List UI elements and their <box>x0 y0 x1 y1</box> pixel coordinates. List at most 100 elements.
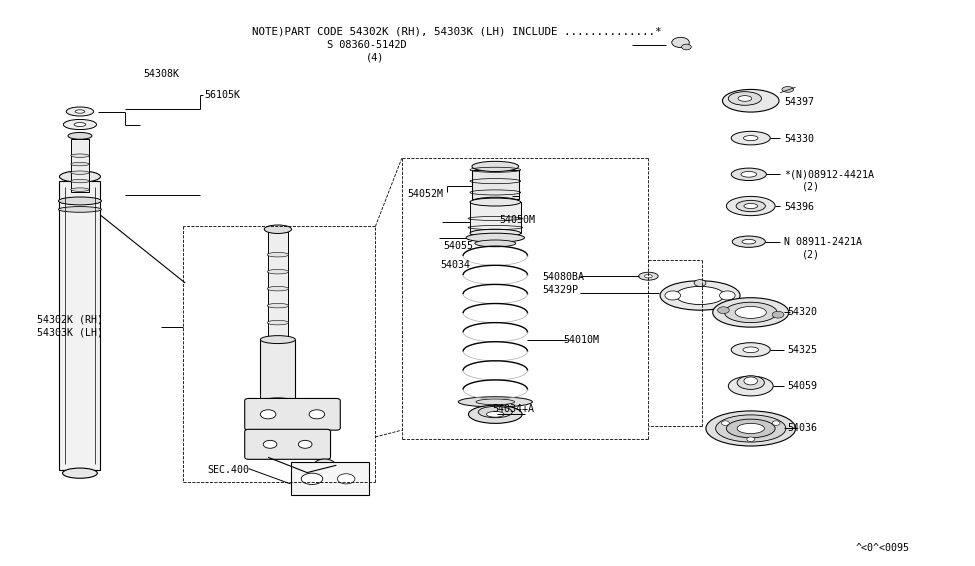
Text: 54055: 54055 <box>444 241 474 251</box>
Text: SEC.400: SEC.400 <box>208 465 250 475</box>
Ellipse shape <box>728 92 761 105</box>
Ellipse shape <box>644 275 652 278</box>
Ellipse shape <box>682 44 691 50</box>
Ellipse shape <box>487 411 504 417</box>
FancyBboxPatch shape <box>245 429 331 460</box>
Text: 54396: 54396 <box>784 201 814 212</box>
Ellipse shape <box>74 123 86 126</box>
Ellipse shape <box>737 376 764 389</box>
Ellipse shape <box>301 473 323 484</box>
Circle shape <box>263 440 277 448</box>
Text: (4): (4) <box>366 53 384 63</box>
Circle shape <box>772 421 780 426</box>
Circle shape <box>665 291 681 300</box>
Bar <box>260 340 295 402</box>
Ellipse shape <box>724 302 777 323</box>
Text: 54059: 54059 <box>788 381 818 391</box>
Ellipse shape <box>71 179 89 183</box>
Ellipse shape <box>726 419 775 438</box>
Ellipse shape <box>337 474 355 484</box>
Ellipse shape <box>267 286 289 291</box>
Ellipse shape <box>713 298 789 327</box>
FancyBboxPatch shape <box>245 398 340 430</box>
Bar <box>59 181 100 470</box>
Text: (2): (2) <box>801 249 819 259</box>
Ellipse shape <box>470 198 521 206</box>
Ellipse shape <box>466 233 525 242</box>
Ellipse shape <box>660 281 740 310</box>
Ellipse shape <box>260 398 295 406</box>
Ellipse shape <box>676 286 724 305</box>
Text: 54303K (LH): 54303K (LH) <box>37 328 103 338</box>
Text: 54080BA: 54080BA <box>542 272 584 282</box>
Circle shape <box>260 410 276 419</box>
Ellipse shape <box>743 135 759 141</box>
Ellipse shape <box>267 269 289 274</box>
Ellipse shape <box>672 37 689 48</box>
Ellipse shape <box>59 171 100 182</box>
Text: 54036: 54036 <box>788 423 818 434</box>
Text: 54034: 54034 <box>441 260 471 270</box>
Ellipse shape <box>736 200 765 212</box>
Text: 54308K: 54308K <box>143 68 179 79</box>
Ellipse shape <box>62 468 98 478</box>
Bar <box>291 462 369 495</box>
Ellipse shape <box>66 107 94 116</box>
Ellipse shape <box>731 342 770 357</box>
Ellipse shape <box>63 119 97 130</box>
Text: 54397: 54397 <box>784 97 814 107</box>
Circle shape <box>772 311 784 318</box>
Ellipse shape <box>472 161 519 171</box>
Ellipse shape <box>732 236 765 247</box>
Ellipse shape <box>267 252 289 257</box>
Ellipse shape <box>735 307 766 318</box>
Text: 54320: 54320 <box>788 307 818 318</box>
Text: 54325: 54325 <box>788 345 818 355</box>
Text: *(N)08912-4421A: *(N)08912-4421A <box>784 169 874 179</box>
Ellipse shape <box>469 405 523 423</box>
Ellipse shape <box>742 239 756 244</box>
Text: (2): (2) <box>801 182 819 192</box>
Text: 54052M: 54052M <box>408 188 444 199</box>
Circle shape <box>720 291 735 300</box>
Ellipse shape <box>75 110 85 113</box>
Ellipse shape <box>478 406 513 418</box>
Ellipse shape <box>267 337 289 342</box>
Ellipse shape <box>458 397 532 407</box>
Text: 56105K: 56105K <box>205 90 241 100</box>
Circle shape <box>309 410 325 419</box>
Ellipse shape <box>68 132 92 139</box>
Circle shape <box>722 421 729 426</box>
Text: 54330: 54330 <box>784 134 814 144</box>
Ellipse shape <box>470 229 521 237</box>
Ellipse shape <box>264 225 292 234</box>
Bar <box>268 232 288 342</box>
Ellipse shape <box>782 87 794 92</box>
Ellipse shape <box>726 196 775 216</box>
Ellipse shape <box>71 162 89 166</box>
Ellipse shape <box>475 240 516 247</box>
Bar <box>470 202 521 233</box>
Circle shape <box>298 440 312 448</box>
Bar <box>472 170 519 199</box>
Text: S 08360-5142D: S 08360-5142D <box>327 40 407 50</box>
Ellipse shape <box>58 197 101 205</box>
Ellipse shape <box>71 171 89 174</box>
Ellipse shape <box>267 303 289 308</box>
Ellipse shape <box>741 171 757 177</box>
Circle shape <box>694 280 706 286</box>
Ellipse shape <box>722 89 779 112</box>
Text: 54329P: 54329P <box>542 285 578 295</box>
Text: 54034+A: 54034+A <box>492 404 534 414</box>
Ellipse shape <box>716 415 786 442</box>
Ellipse shape <box>472 197 519 205</box>
Ellipse shape <box>728 376 773 396</box>
Ellipse shape <box>260 336 295 344</box>
Ellipse shape <box>731 131 770 145</box>
Ellipse shape <box>639 272 658 280</box>
Text: 54302K (RH): 54302K (RH) <box>37 315 103 325</box>
Text: ^<0^<0095: ^<0^<0095 <box>856 543 910 553</box>
Ellipse shape <box>743 347 759 353</box>
Ellipse shape <box>476 399 515 405</box>
Ellipse shape <box>744 203 758 209</box>
